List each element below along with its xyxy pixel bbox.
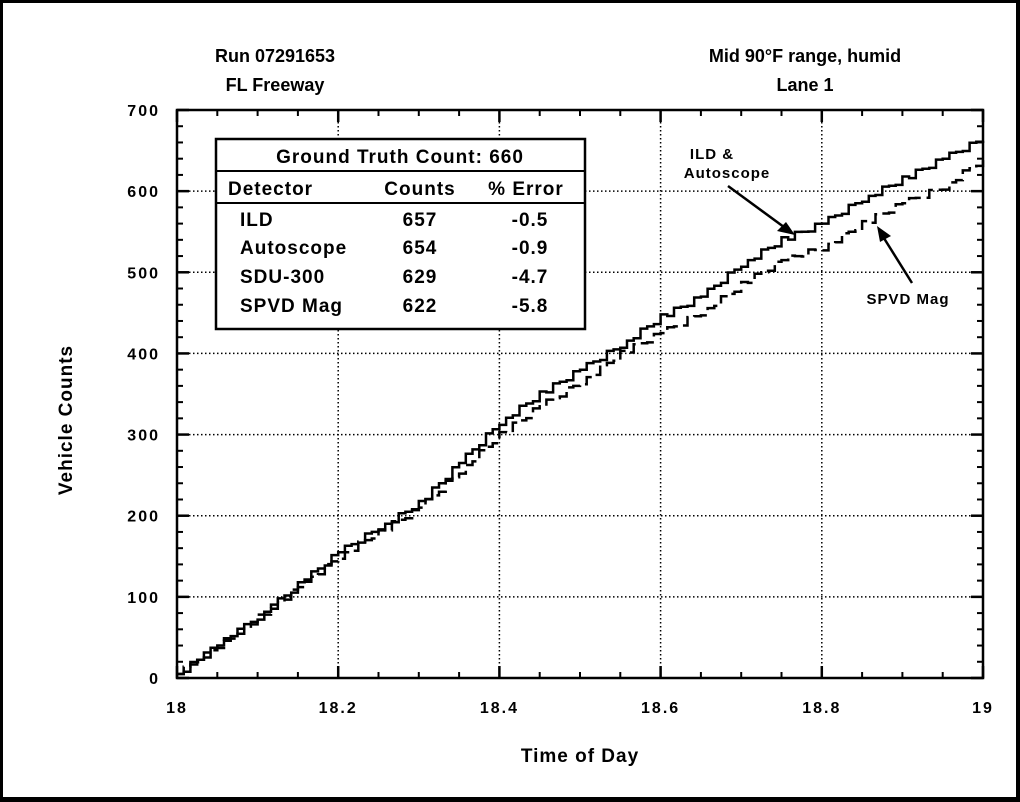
stats-row-2-counts: 654: [403, 238, 438, 259]
x-tick-label: 18: [166, 700, 188, 717]
stats-table-title: Ground Truth Count: 660: [276, 147, 524, 168]
x-tick-label: 18.4: [480, 700, 519, 717]
header-right-line2: Lane 1: [776, 75, 833, 95]
stats-row-4-detector: SPVD Mag: [240, 296, 343, 317]
annotation-ild-autoscope: ILD & Autoscope: [684, 146, 795, 235]
y-tick-label: 700: [127, 103, 160, 120]
annotation-spvd-mag-arrowhead: [877, 226, 891, 242]
stats-row-3-counts: 629: [403, 267, 438, 288]
x-tick-label: 18.2: [319, 700, 358, 717]
annotation-spvd-mag-arrow: [880, 234, 914, 284]
y-tick-label: 600: [127, 184, 160, 201]
annotation-ild-autoscope-arrow: [727, 184, 789, 232]
x-tick-label: 18.8: [802, 700, 841, 717]
header-left-line2: FL Freeway: [226, 75, 325, 95]
series-layer: [177, 140, 985, 676]
stats-table-header-detector: Detector: [228, 179, 313, 200]
series-line-dashed: [177, 156, 985, 676]
stats-row-3-error: -4.7: [512, 267, 549, 288]
tick-layer: 18 18.2 18.4 18.6 18.8 19 0 100 200 300 400 500 600 7…: [127, 103, 994, 717]
annotation-ild-autoscope-arrowhead: [777, 222, 795, 235]
stats-row-1-error: -0.5: [512, 210, 549, 231]
annotation-ild-autoscope-line1: ILD &: [690, 146, 734, 163]
y-tick-label: 400: [127, 346, 160, 363]
header-left-line1: Run 07291653: [215, 46, 335, 66]
series-line-solid: [177, 140, 985, 676]
annotation-ild-autoscope-line2: Autoscope: [684, 165, 771, 182]
stats-table-header-error: % Error: [488, 179, 564, 200]
stats-table-header-counts: Counts: [384, 179, 455, 200]
stats-row-4-error: -5.8: [512, 296, 549, 317]
x-tick-label: 18.6: [641, 700, 680, 717]
stats-row-4-counts: 622: [403, 296, 438, 317]
y-axis-title: Vehicle Counts: [56, 345, 77, 495]
stats-row-3-detector: SDU-300: [240, 267, 325, 288]
y-tick-label: 300: [127, 428, 160, 445]
annotation-spvd-mag: SPVD Mag: [866, 226, 949, 308]
stats-row-1-counts: 657: [403, 210, 438, 231]
y-tick-label: 200: [127, 509, 160, 526]
x-axis-title: Time of Day: [521, 746, 639, 767]
stats-row-2-error: -0.9: [512, 238, 549, 259]
annotation-spvd-mag-label: SPVD Mag: [866, 291, 949, 308]
y-tick-label: 0: [149, 671, 160, 688]
stats-row-2-detector: Autoscope: [240, 238, 347, 259]
y-tick-label: 100: [127, 590, 160, 607]
stats-table: Ground Truth Count: 660 Detector Counts …: [214, 137, 587, 331]
y-tick-label: 500: [127, 265, 160, 282]
header-right-line1: Mid 90°F range, humid: [709, 46, 901, 66]
x-tick-label: 19: [972, 700, 994, 717]
grid-layer: [177, 110, 983, 678]
stats-row-1-detector: ILD: [240, 210, 274, 231]
